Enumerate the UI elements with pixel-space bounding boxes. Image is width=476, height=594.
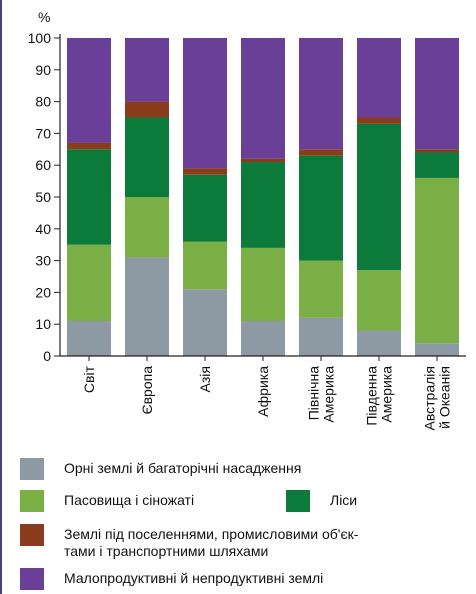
legend-label-pasture: Пасовища і сіножаті [64,492,195,508]
x-tick-label: Австралія [422,366,438,430]
legend-item-forest: Ліси [286,490,357,512]
bar-segment [357,123,401,271]
y-tick-label: 90 [35,62,51,78]
x-tick-label: Африка [255,366,271,417]
bar-segment [357,270,401,331]
bar-segment [183,174,227,242]
legend-label-unproductive: Малопродуктивні й непродуктивні землі [64,570,324,586]
legend-swatch-arable [20,458,44,480]
bar-segment [183,289,227,356]
x-tick-label: й Океанія [437,366,453,429]
legend-swatch-pasture [20,490,44,512]
y-tick-label: 40 [35,221,51,237]
bar-segment [299,149,343,156]
x-tick-label: Америка [321,366,337,423]
legend-label-arable: Орні землі й багаторічні насадження [64,460,302,476]
x-tick-label: Південна [364,366,380,426]
bar-segment [125,117,169,197]
bar-segment [357,38,401,118]
bar-segment [67,149,111,245]
bar-segment [67,321,111,356]
bar-segment [125,257,169,356]
bar-segment [125,197,169,258]
bar-segment [241,38,285,159]
y-tick-label: 0 [43,348,51,364]
bar-segment [415,152,459,178]
y-tick-label: 60 [35,157,51,173]
bar-segment [415,149,459,153]
x-tick-label: Європа [139,366,155,415]
bar-segment [67,38,111,143]
bar-segment [183,168,227,175]
bar-segment [415,38,459,150]
y-axis-unit: % [38,9,50,25]
bar-segment [357,117,401,124]
legend-swatch-settlements [20,524,44,546]
bar-segment [241,162,285,248]
y-tick-label: 10 [35,316,51,332]
bar-segment [299,317,343,356]
bar-segment [357,330,401,356]
bar-segment [241,247,285,322]
stacked-bar-chart: % 0 10 20 30 40 50 60 70 80 90 100 Світ Європа Азія Афр… [28,9,466,430]
legend-item-pasture: Пасовища і сіножаті [20,490,194,512]
bar-segment [183,241,227,290]
legend-label-settlements: Землі під поселеннями, промисловими об'є… [64,526,359,559]
x-tick-label: Азія [197,366,213,392]
legend-swatch-unproductive [20,568,44,590]
legend-item-settlements: Землі під поселеннями, промисловими об'є… [20,524,358,560]
x-tick-label: Америка [379,366,395,423]
bar-segment [299,260,343,318]
bar-segment [125,38,169,102]
bar-segment [125,101,169,118]
y-tick-label: 80 [35,94,51,110]
legend-item-arable: Орні землі й багаторічні насадження [20,458,301,480]
legend-item-unproductive: Малопродуктивні й непродуктивні землі [20,568,323,590]
bar-segment [415,177,459,344]
bar-segment [241,158,285,163]
legend-label-forest: Ліси [330,492,358,508]
bar-segment [299,38,343,150]
bar-segment [67,244,111,322]
legend-swatch-forest [286,490,310,512]
y-tick-label: 30 [35,253,51,269]
y-tick-label: 100 [28,30,52,46]
y-tick-label: 20 [35,284,51,300]
bar-segment [67,142,111,150]
bar-segment [183,38,227,169]
bar-segment [299,155,343,261]
y-tick-label: 50 [35,189,51,205]
y-tick-label: 70 [35,125,51,141]
bar-segment [241,321,285,356]
x-tick-label: Північна [306,366,322,420]
bar-segment [415,343,459,356]
x-tick-label: Світ [81,365,97,393]
